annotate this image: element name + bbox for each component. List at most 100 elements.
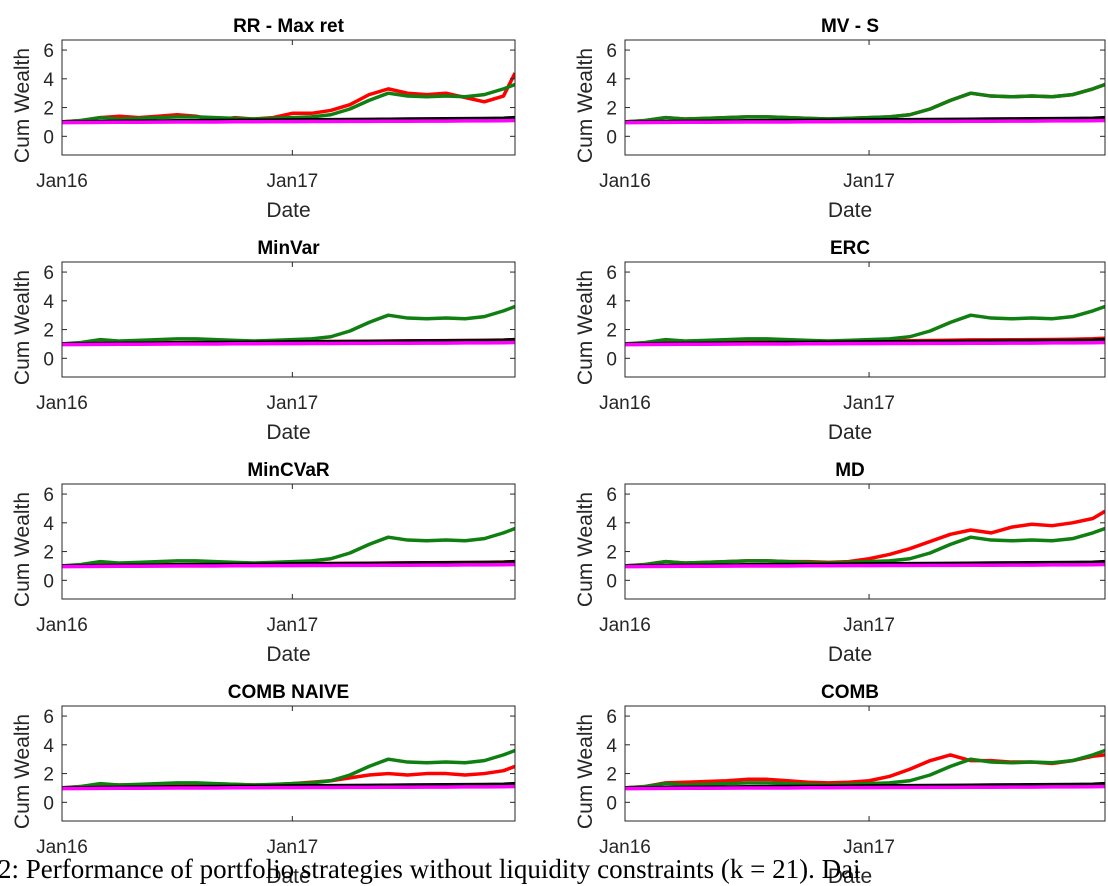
chart-title: COMB NAIVE (228, 682, 349, 703)
x-tick-label: Jan16 (599, 837, 651, 858)
y-tick-label: 4 (43, 292, 54, 313)
axes-box (624, 39, 1106, 156)
x-tick-label: Jan17 (843, 837, 895, 858)
y-axis-label: Cum Wealth (11, 270, 34, 385)
chart-title: ERC (830, 238, 870, 259)
axes-box (61, 261, 516, 378)
y-tick-label: 0 (43, 793, 54, 814)
y-tick-label: 4 (606, 736, 617, 757)
plot-lines (62, 526, 515, 569)
y-tick-label: 4 (606, 292, 617, 313)
y-tick-label: 0 (606, 571, 617, 592)
x-tick-label: Jan16 (599, 393, 651, 414)
x-tick-label: Jan16 (36, 393, 88, 414)
series-line (625, 118, 1105, 125)
y-tick-label: 6 (606, 263, 617, 284)
x-tick-label: Jan17 (843, 393, 895, 414)
y-tick-label: 2 (43, 321, 54, 342)
y-tick-label: 0 (43, 349, 54, 370)
y-tick-label: 0 (43, 571, 54, 592)
x-tick-label: Jan16 (36, 615, 88, 636)
x-tick-label: Jan17 (843, 615, 895, 636)
series-line (625, 784, 1105, 791)
series-line (625, 562, 1105, 569)
series-line (625, 304, 1105, 346)
y-axis-label: Cum Wealth (11, 714, 34, 829)
y-tick-label: 0 (43, 127, 54, 148)
y-tick-label: 6 (606, 41, 617, 62)
series-line (62, 784, 515, 791)
y-tick-label: 4 (43, 514, 54, 535)
x-tick-label: Jan16 (36, 837, 88, 858)
series-line (625, 526, 1105, 568)
y-axis-label: Cum Wealth (11, 48, 34, 163)
series-line (625, 82, 1105, 124)
x-axis-label: Date (828, 643, 872, 666)
chart-title: MinVar (257, 238, 320, 259)
axes-box (61, 39, 516, 156)
series-line (62, 82, 515, 124)
chart-title: COMB (821, 682, 879, 703)
plot-lines (625, 748, 1105, 791)
chart-title: MD (835, 460, 865, 481)
y-tick-label: 2 (43, 765, 54, 786)
x-tick-label: Jan17 (266, 615, 318, 636)
y-tick-label: 6 (606, 485, 617, 506)
y-tick-label: 6 (43, 263, 54, 284)
x-axis-label: Date (828, 199, 872, 222)
y-axis-label: Cum Wealth (11, 492, 34, 607)
y-tick-label: 6 (43, 707, 54, 728)
x-axis-label: Date (828, 865, 872, 886)
axes-box (624, 261, 1106, 378)
axes-box (61, 705, 516, 822)
x-axis-label: Date (828, 421, 872, 444)
series-line (62, 526, 515, 568)
axes-box (61, 483, 516, 600)
series-line (62, 304, 515, 346)
axes-box (624, 483, 1106, 600)
series-line (625, 340, 1105, 347)
plot-lines (62, 72, 515, 125)
y-tick-label: 2 (606, 765, 617, 786)
x-axis-label: Date (266, 199, 310, 222)
y-axis-label: Cum Wealth (574, 714, 597, 829)
y-tick-label: 0 (606, 349, 617, 370)
x-axis-label: Date (266, 643, 310, 666)
plot-lines (625, 304, 1105, 347)
y-tick-label: 2 (43, 543, 54, 564)
series-line (62, 748, 515, 790)
y-tick-label: 6 (606, 707, 617, 728)
y-tick-label: 2 (606, 321, 617, 342)
y-axis-label: Cum Wealth (574, 48, 597, 163)
y-tick-label: 6 (43, 485, 54, 506)
y-tick-label: 4 (43, 70, 54, 91)
x-tick-label: Jan17 (266, 837, 318, 858)
series-line (62, 340, 515, 347)
chart-title: MV - S (821, 16, 879, 37)
plot-lines (625, 509, 1105, 569)
x-tick-label: Jan17 (266, 171, 318, 192)
y-axis-label: Cum Wealth (574, 270, 597, 385)
y-tick-label: 0 (606, 793, 617, 814)
plot-lines (62, 748, 515, 791)
x-axis-label: Date (266, 421, 310, 444)
y-tick-label: 4 (606, 514, 617, 535)
series-line (62, 118, 515, 125)
chart-title: MinCVaR (247, 460, 330, 481)
series-line (62, 562, 515, 569)
x-tick-label: Jan16 (599, 615, 651, 636)
y-tick-label: 4 (606, 70, 617, 91)
y-axis-label: Cum Wealth (574, 492, 597, 607)
plot-lines (62, 304, 515, 347)
axes-box (624, 705, 1106, 822)
x-axis-label: Date (266, 865, 310, 886)
y-tick-label: 0 (606, 127, 617, 148)
series-line (625, 748, 1105, 790)
y-tick-label: 2 (606, 99, 617, 120)
x-tick-label: Jan17 (266, 393, 318, 414)
plot-lines (625, 82, 1105, 125)
x-tick-label: Jan16 (36, 171, 88, 192)
x-tick-label: Jan17 (843, 171, 895, 192)
